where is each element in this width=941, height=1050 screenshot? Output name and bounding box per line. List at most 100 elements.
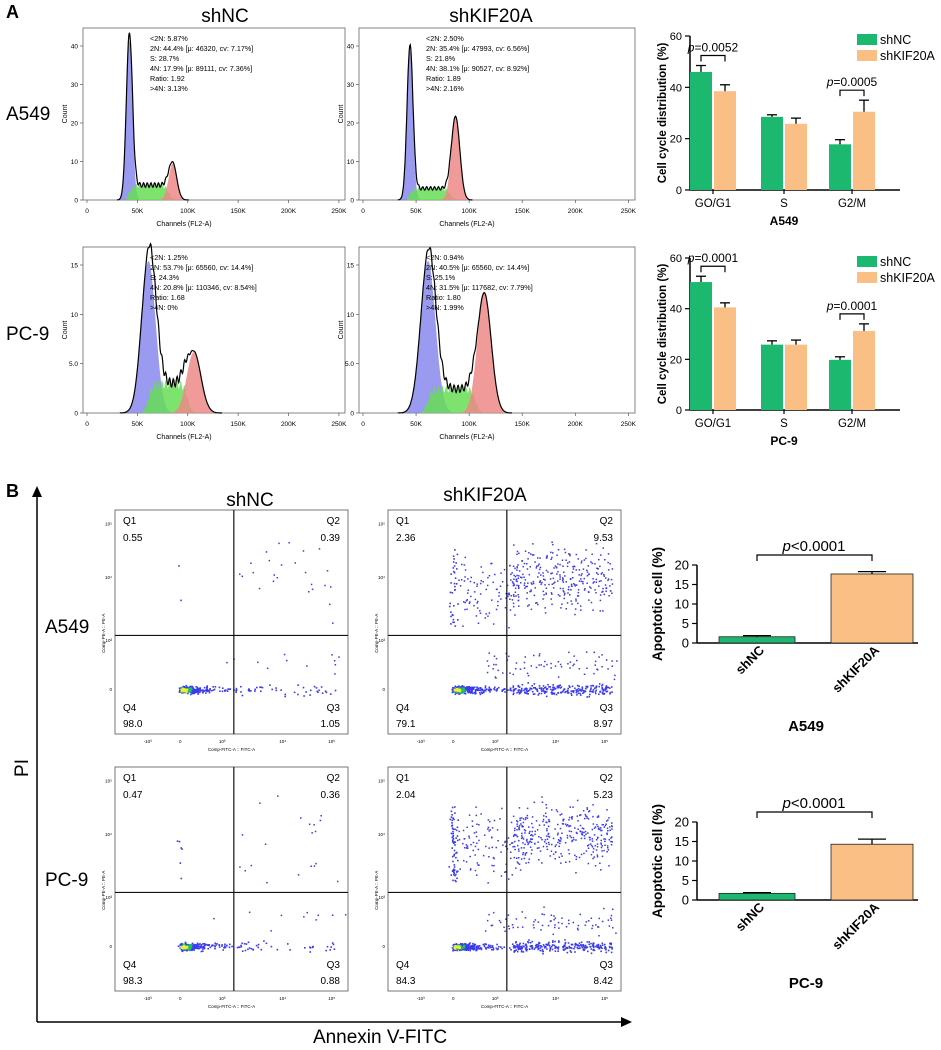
event-dot	[517, 848, 520, 850]
event-dot	[527, 689, 530, 692]
pi-axis-title: PI	[12, 759, 33, 777]
event-dot	[465, 600, 468, 602]
event-dot	[272, 580, 275, 583]
event-dot	[542, 685, 545, 687]
event-dot	[200, 950, 203, 953]
hist-xtick-label: 150K	[515, 421, 531, 428]
event-dot	[338, 656, 340, 658]
event-dot	[530, 590, 532, 593]
p-value-label: p=0.0001	[826, 299, 878, 313]
bar-shnc	[718, 636, 796, 644]
event-dot	[583, 559, 586, 561]
hist-stat-line: S: 24.3%	[150, 273, 180, 282]
event-dot	[464, 946, 467, 949]
event-dot	[451, 836, 454, 839]
scatter-ytick-label: 10⁴	[105, 575, 112, 580]
event-dot	[585, 833, 587, 835]
event-dot	[456, 568, 458, 570]
event-dot	[489, 820, 491, 823]
event-dot	[567, 849, 570, 851]
event-dot	[584, 946, 587, 948]
event-dot	[533, 687, 535, 689]
event-dot	[550, 945, 553, 948]
event-dot	[521, 926, 524, 928]
event-dot	[466, 845, 469, 847]
event-dot	[597, 836, 599, 839]
event-dot	[601, 685, 603, 687]
event-dot	[193, 949, 196, 951]
event-dot	[526, 692, 528, 695]
event-dot	[471, 688, 474, 691]
event-dot	[494, 688, 496, 691]
event-dot	[538, 692, 540, 695]
hist-stat-line: <2N: 2.50%	[426, 34, 464, 43]
scatter-frame	[387, 766, 622, 992]
scatter-xtick-label: 0	[179, 739, 182, 744]
event-dot	[185, 684, 187, 687]
q1-label: Q1	[396, 773, 410, 784]
event-dot	[611, 948, 613, 950]
event-dot	[575, 598, 577, 600]
event-dot	[265, 551, 268, 553]
event-dot	[538, 664, 540, 666]
p-value: =0.0005	[833, 75, 877, 89]
event-dot	[543, 578, 545, 580]
event-dot	[198, 947, 201, 950]
event-dot	[567, 687, 569, 690]
event-dot	[604, 943, 606, 946]
event-dot	[189, 944, 193, 947]
event-dot	[512, 584, 515, 587]
event-dot	[580, 562, 583, 564]
event-dot	[513, 947, 515, 949]
event-dot	[552, 686, 554, 688]
event-dot	[178, 691, 181, 693]
event-dot	[326, 570, 329, 572]
event-dot	[574, 613, 576, 616]
event-dot	[557, 594, 560, 596]
event-dot	[554, 945, 557, 948]
event-dot	[454, 585, 456, 588]
chart-xlabel: PC-9	[770, 434, 798, 448]
event-dot	[507, 593, 509, 595]
event-dot	[553, 915, 555, 917]
event-dot	[487, 828, 489, 830]
event-dot	[586, 815, 588, 818]
event-dot	[576, 832, 578, 835]
event-dot	[512, 685, 515, 687]
event-dot	[538, 685, 541, 687]
hist-stat-line: Ratio: 1.68	[150, 293, 185, 302]
event-dot	[576, 815, 579, 817]
hist-stat-line: 4N: 31.5% [μ: 117682, cv: 7.79%]	[426, 283, 533, 292]
event-dot	[560, 853, 562, 855]
event-dot	[581, 832, 584, 834]
q2-value: 0.36	[321, 790, 341, 801]
event-dot	[540, 664, 542, 666]
event-dot	[558, 927, 560, 929]
event-dot	[549, 686, 551, 688]
event-dot	[510, 595, 513, 597]
hist-ytick-label: 20	[71, 121, 79, 128]
event-dot	[248, 688, 250, 690]
event-dot	[525, 949, 527, 951]
q2-value: 0.39	[321, 533, 341, 544]
event-dot	[574, 827, 576, 829]
event-dot	[541, 581, 543, 584]
event-dot	[512, 605, 515, 608]
event-dot	[180, 847, 182, 849]
event-dot	[260, 948, 263, 951]
event-dot	[202, 948, 204, 950]
event-dot	[525, 585, 527, 588]
q1-value: 0.47	[123, 790, 143, 801]
event-dot	[573, 565, 576, 568]
event-dot	[276, 577, 279, 579]
event-dot	[595, 578, 597, 581]
event-dot	[504, 930, 506, 932]
event-dot	[512, 943, 514, 945]
event-dot	[569, 686, 571, 688]
event-dot	[260, 690, 262, 693]
event-dot	[600, 842, 602, 844]
event-dot	[214, 686, 217, 688]
event-dot	[540, 583, 542, 585]
event-dot	[604, 824, 607, 827]
event-dot	[537, 943, 539, 946]
